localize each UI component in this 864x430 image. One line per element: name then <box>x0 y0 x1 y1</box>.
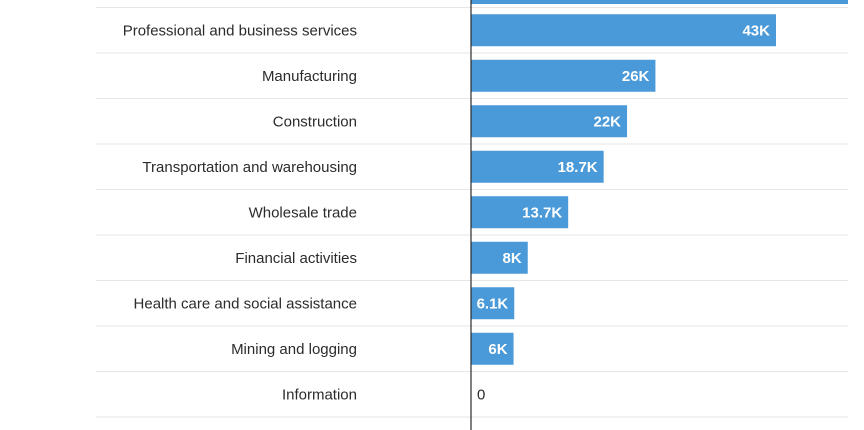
category-label: Information <box>282 386 357 403</box>
category-label: Construction <box>273 113 357 130</box>
category-label: Wholesale trade <box>249 204 357 221</box>
category-label: Professional and business services <box>123 22 357 39</box>
data-label: 6K <box>488 341 507 358</box>
bar <box>471 14 776 47</box>
bar <box>471 241 528 274</box>
data-labels: 43K 26K 22K 18.7K 13.7K 8K 6.1K 6K 0 <box>477 22 771 403</box>
bars <box>471 0 848 365</box>
category-labels: Professional and business services Manufa… <box>123 22 357 403</box>
category-label: Transportation and warehousing <box>142 159 357 176</box>
data-label: 8K <box>503 250 522 267</box>
category-label: Mining and logging <box>231 341 357 358</box>
category-label: Financial activities <box>235 250 357 267</box>
data-label: 0 <box>477 386 485 403</box>
bar-partial-top <box>471 0 848 4</box>
data-label: 22K <box>594 113 622 130</box>
data-label: 26K <box>622 68 650 85</box>
bar <box>471 196 569 229</box>
bar <box>471 59 656 92</box>
data-label: 43K <box>742 22 770 39</box>
data-label: 6.1K <box>477 295 509 312</box>
bar <box>471 332 514 365</box>
category-label: Manufacturing <box>262 68 357 85</box>
data-label: 18.7K <box>558 159 598 176</box>
bar <box>471 150 604 183</box>
bar <box>471 105 628 138</box>
category-label: Health care and social assistance <box>134 295 357 312</box>
gridlines <box>96 7 848 418</box>
data-label: 13.7K <box>522 204 562 221</box>
bar <box>471 287 515 320</box>
